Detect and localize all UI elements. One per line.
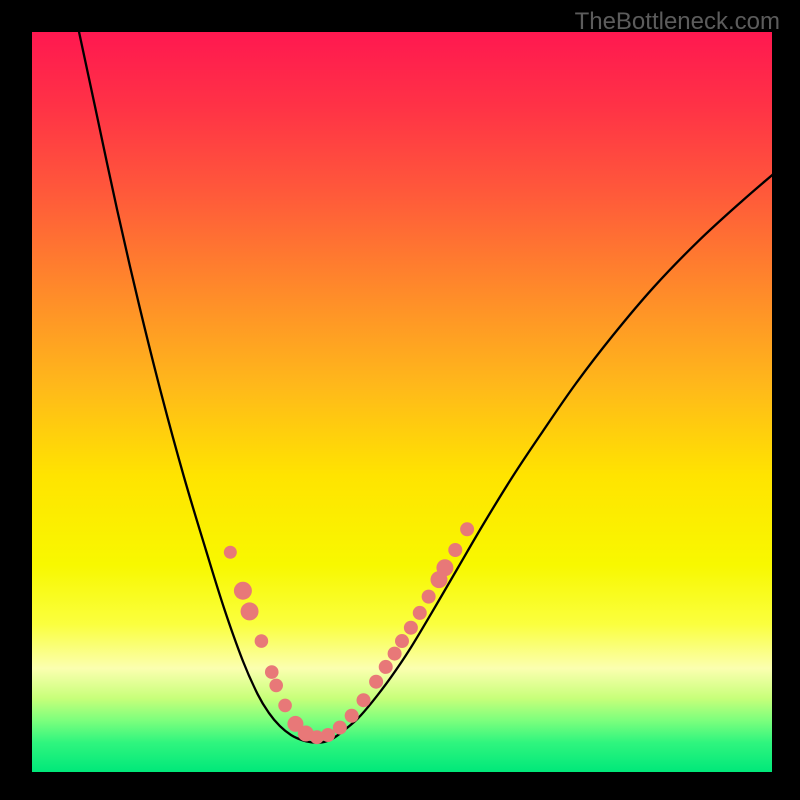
chart-plot-area	[32, 32, 772, 772]
data-point	[265, 665, 279, 679]
data-point	[413, 606, 427, 620]
data-point	[460, 522, 474, 536]
bottleneck-curve	[73, 32, 772, 743]
watermark-text: TheBottleneck.com	[575, 8, 780, 36]
data-point	[436, 559, 453, 576]
data-point	[345, 709, 359, 723]
data-point	[395, 634, 409, 648]
data-point	[321, 728, 335, 742]
curve-layer	[32, 32, 772, 772]
data-point	[448, 543, 462, 557]
data-point	[234, 582, 252, 600]
data-point	[224, 546, 237, 559]
data-point	[269, 679, 283, 693]
data-point	[369, 675, 383, 689]
data-point	[255, 634, 269, 648]
data-point	[388, 647, 402, 661]
data-point	[278, 699, 292, 713]
data-point	[422, 590, 436, 604]
data-point	[379, 660, 393, 674]
data-point	[241, 602, 259, 620]
data-point	[333, 721, 347, 735]
data-point	[404, 621, 418, 635]
data-point	[357, 693, 371, 707]
